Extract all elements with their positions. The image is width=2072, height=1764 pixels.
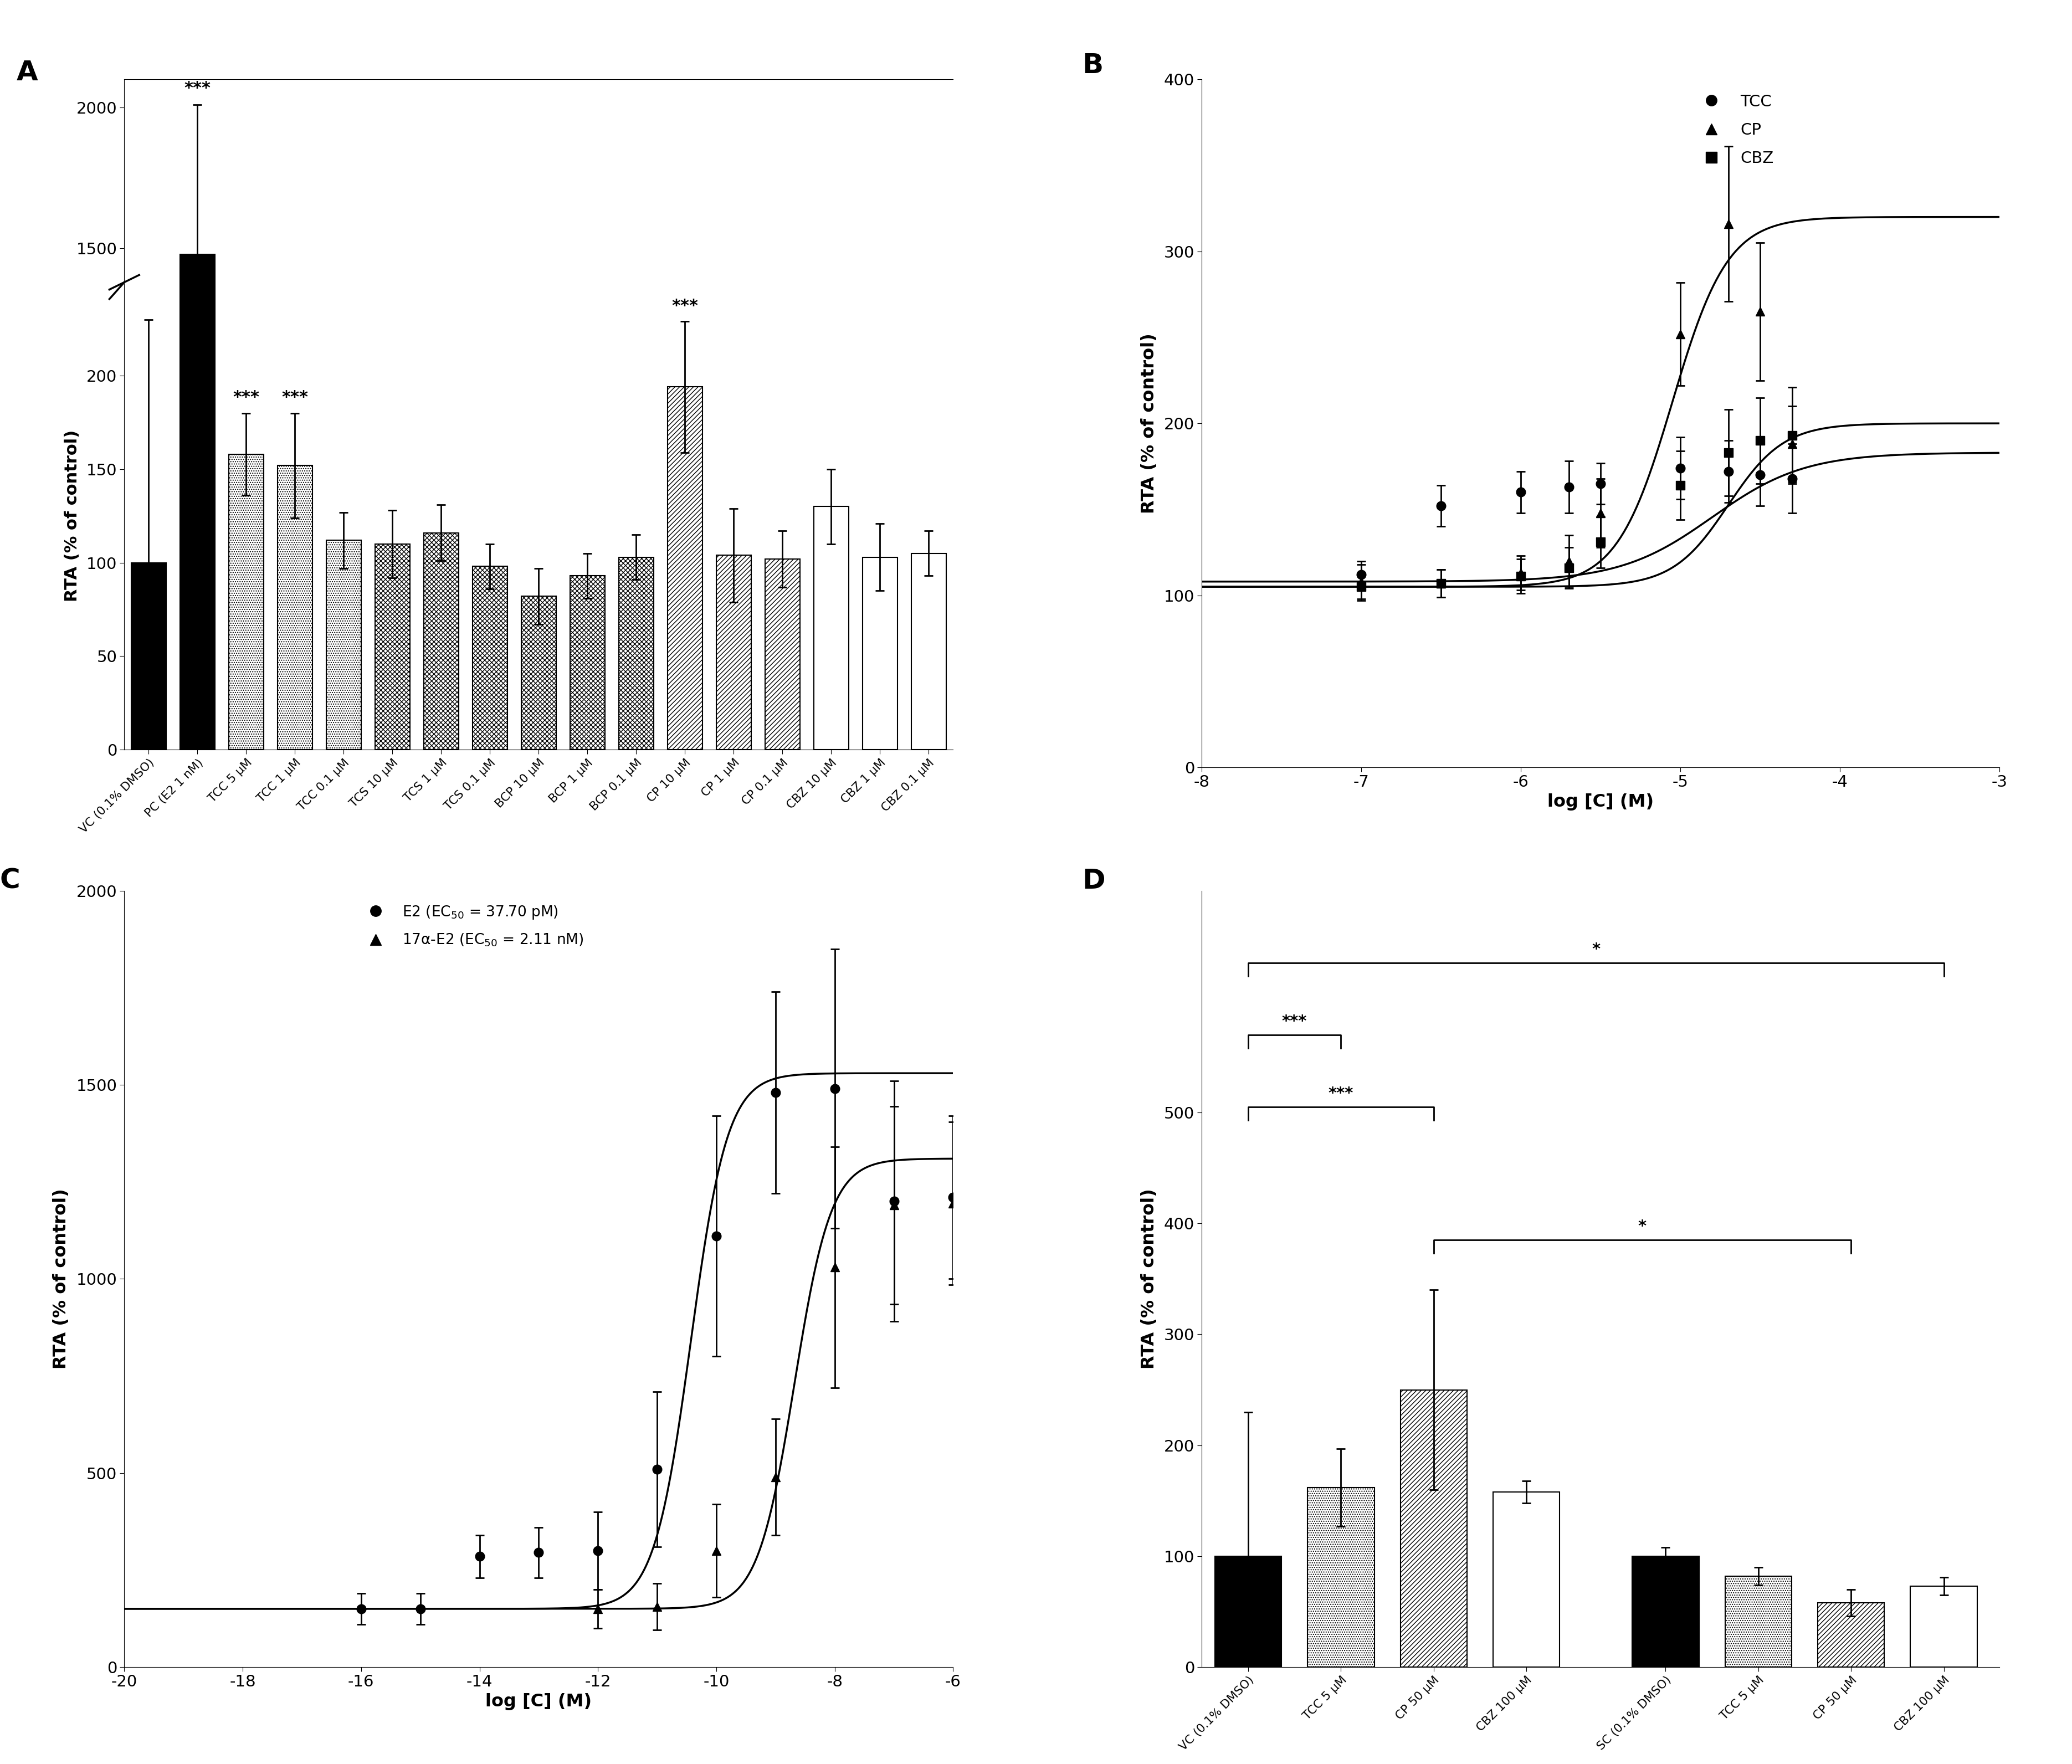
Bar <box>1817 1603 1883 1667</box>
Y-axis label: RTA (% of control): RTA (% of control) <box>1140 333 1158 513</box>
Legend: E2 (EC$_{50}$ = 37.70 pM), 17α-E2 (EC$_{50}$ = 2.11 nM): E2 (EC$_{50}$ = 37.70 pM), 17α-E2 (EC$_{… <box>356 898 591 954</box>
Y-axis label: RTA (% of control): RTA (% of control) <box>1140 1189 1158 1369</box>
Bar <box>1633 1556 1699 1667</box>
Bar <box>423 533 458 750</box>
X-axis label: log [C] (M): log [C] (M) <box>485 1693 593 1709</box>
Bar <box>1494 1492 1560 1667</box>
Bar <box>278 466 313 750</box>
Bar <box>1724 1575 1792 1667</box>
Text: ***: *** <box>671 298 698 314</box>
X-axis label: log [C] (M): log [C] (M) <box>1548 794 1653 810</box>
Bar <box>1307 1487 1374 1667</box>
Bar <box>620 557 655 750</box>
Bar <box>717 556 752 750</box>
Text: ***: *** <box>232 390 259 406</box>
Text: ***: *** <box>282 390 309 406</box>
Legend: TCC, CP, CBZ: TCC, CP, CBZ <box>1689 88 1780 173</box>
Bar <box>814 506 850 750</box>
Bar <box>325 540 361 750</box>
Bar <box>862 557 897 750</box>
Text: ***: *** <box>1328 1087 1353 1101</box>
Bar <box>1214 1556 1280 1667</box>
Text: C: C <box>0 868 21 894</box>
Bar <box>375 543 410 750</box>
Text: D: D <box>1082 868 1104 894</box>
Y-axis label: RTA (% of control): RTA (% of control) <box>52 1189 70 1369</box>
Text: ***: *** <box>1283 1014 1307 1030</box>
Bar <box>912 554 947 750</box>
Text: *: * <box>1639 1219 1647 1235</box>
Text: A: A <box>17 60 37 86</box>
Text: ***: *** <box>184 79 211 97</box>
Bar <box>1910 1586 1977 1667</box>
Bar <box>667 386 702 750</box>
Bar <box>472 566 508 750</box>
Bar <box>570 575 605 750</box>
Bar <box>765 559 800 750</box>
Bar <box>131 563 166 750</box>
Bar <box>522 596 555 750</box>
Bar <box>1401 1390 1467 1667</box>
Text: *: * <box>1591 942 1600 958</box>
Bar <box>180 282 215 750</box>
Bar <box>180 254 215 670</box>
Bar <box>228 455 263 750</box>
Y-axis label: RTA (% of control): RTA (% of control) <box>64 430 81 602</box>
Text: B: B <box>1082 51 1102 78</box>
